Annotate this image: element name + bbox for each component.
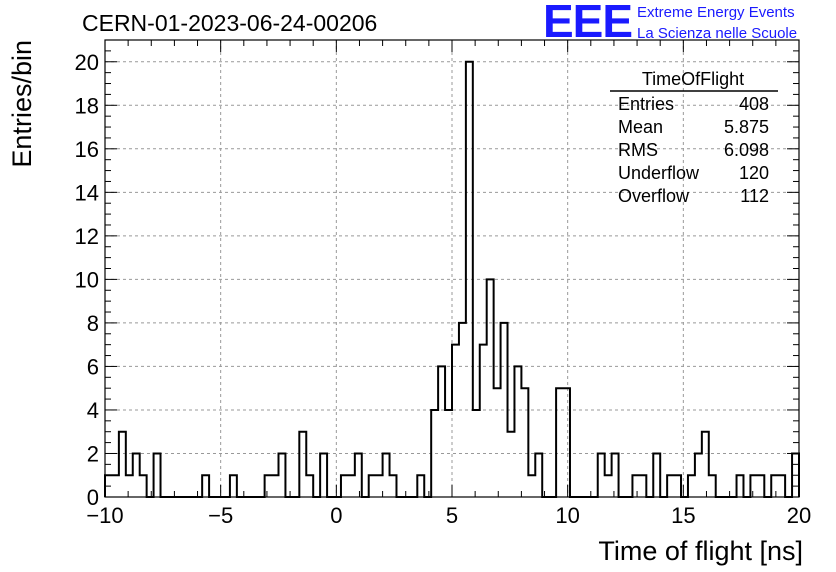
- stats-box: TimeOfFlight Entries 408 Mean 5.875 RMS 6.098…: [610, 69, 778, 206]
- y-tick-labels: 0 2 4 6 8 10 12 14 16 18 20: [75, 50, 99, 510]
- y-tick-label: 6: [87, 354, 99, 379]
- x-tick-label: 0: [330, 503, 342, 528]
- y-tick-label: 16: [75, 137, 99, 162]
- stats-title: TimeOfFlight: [642, 69, 744, 89]
- y-tick-label: 10: [75, 267, 99, 292]
- stats-row-label: Overflow: [618, 186, 690, 206]
- y-tick-label: 12: [75, 224, 99, 249]
- y-tick-label: 20: [75, 50, 99, 75]
- y-tick-label: 4: [87, 398, 99, 423]
- x-tick-label: 10: [555, 503, 579, 528]
- stats-row-label: Entries: [618, 94, 674, 114]
- y-tick-label: 2: [87, 441, 99, 466]
- x-tick-label: 15: [671, 503, 695, 528]
- eee-logo: EEE: [543, 0, 633, 47]
- histogram-series: [104, 60, 800, 498]
- x-tick-label: −5: [208, 503, 233, 528]
- y-axis-label: Entries/bin: [7, 40, 37, 168]
- stats-row-value: 5.875: [724, 117, 769, 137]
- run-title: CERN-01-2023-06-24-00206: [82, 10, 378, 36]
- logo-subtitle-1: Extreme Energy Events: [637, 4, 795, 21]
- y-tick-label: 14: [75, 180, 99, 205]
- y-tick-label: 8: [87, 311, 99, 336]
- x-tick-label: 5: [446, 503, 458, 528]
- x-axis-label: Time of flight [ns]: [598, 536, 803, 566]
- grid-lines: [105, 40, 799, 497]
- stats-row-value: 112: [740, 186, 769, 206]
- stats-row-value: 120: [739, 163, 769, 183]
- stats-row-value: 408: [739, 94, 769, 114]
- y-tick-label: 18: [75, 93, 99, 118]
- stats-row-label: Mean: [618, 117, 663, 137]
- stats-row-label: RMS: [618, 140, 658, 160]
- stats-row-label: Underflow: [618, 163, 700, 183]
- logo-subtitle-2: La Scienza nelle Scuole: [637, 25, 798, 42]
- stats-row-value: 6.098: [724, 140, 769, 160]
- x-tick-label: −10: [86, 503, 123, 528]
- x-tick-labels: −10 −5 0 5 10 15 20: [86, 503, 811, 528]
- x-tick-label: 20: [787, 503, 811, 528]
- plot-frame: [104, 39, 800, 498]
- y-tick-label: 0: [87, 485, 99, 510]
